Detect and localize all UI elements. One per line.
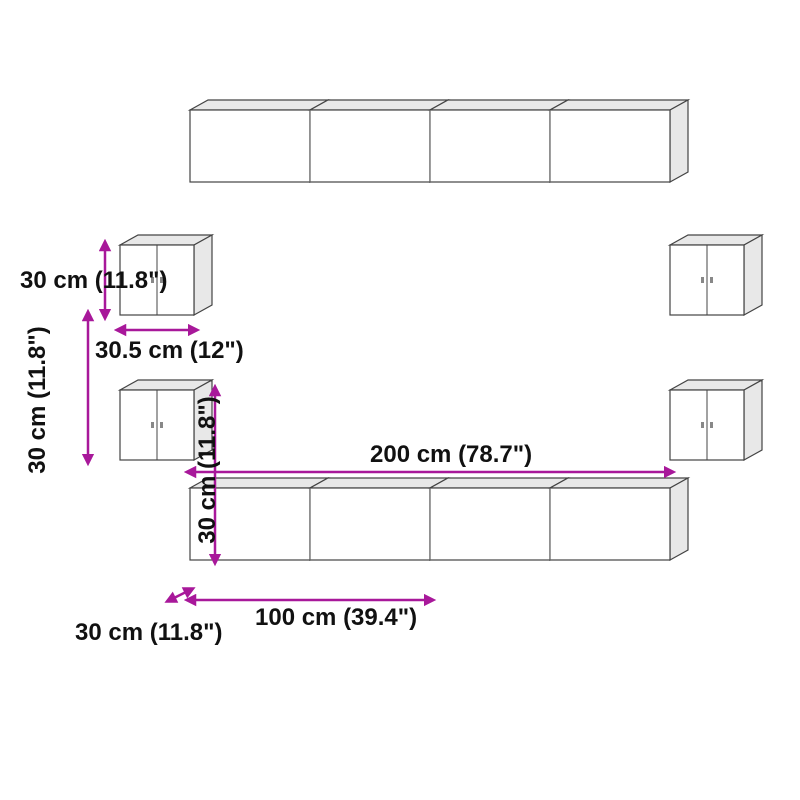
cabinet bbox=[670, 380, 762, 460]
dimension-label: 30 cm (11.8") bbox=[194, 396, 221, 543]
cabinet bbox=[430, 478, 568, 560]
cabinet bbox=[550, 100, 688, 182]
cabinet bbox=[670, 235, 762, 315]
cabinet bbox=[430, 100, 568, 182]
cabinet bbox=[550, 478, 688, 560]
cabinet bbox=[310, 100, 448, 182]
diagram-canvas: 30 cm (11.8") 30 cm (11.8") 30.5 cm (12") 3… bbox=[0, 0, 800, 800]
cabinet bbox=[190, 100, 328, 182]
dimension-label: 30.5 cm (12") bbox=[95, 337, 244, 364]
dimension-label: 30 cm (11.8") bbox=[75, 619, 222, 646]
dimension-label: 100 cm (39.4") bbox=[255, 604, 417, 631]
dimension-label: 30 cm (11.8") bbox=[20, 267, 167, 294]
cabinet bbox=[310, 478, 448, 560]
dimension-label: 30 cm (11.8") bbox=[24, 326, 51, 473]
dimension-label: 200 cm (78.7") bbox=[370, 441, 532, 468]
